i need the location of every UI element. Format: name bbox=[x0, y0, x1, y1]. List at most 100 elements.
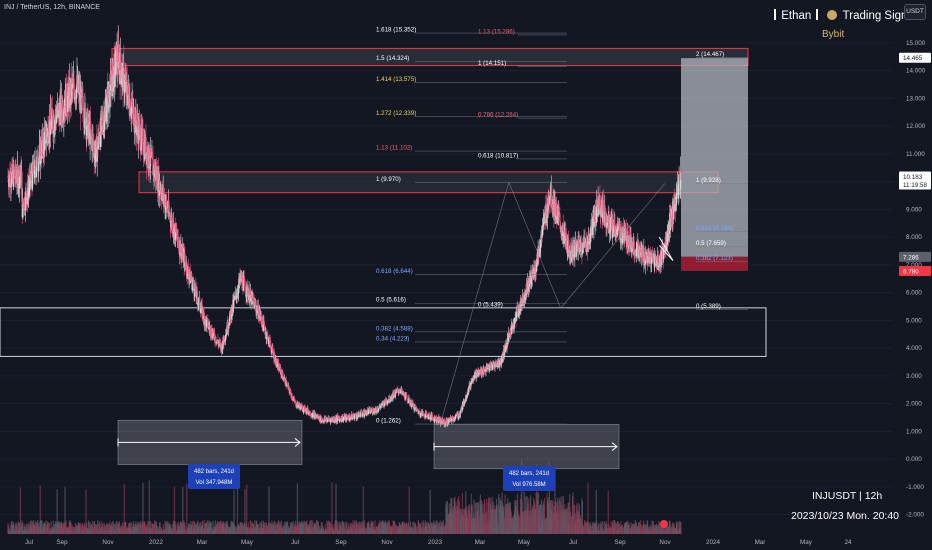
candle-body bbox=[495, 362, 498, 367]
candle-body bbox=[312, 411, 315, 413]
volume-bar bbox=[119, 526, 122, 534]
candle-body bbox=[279, 367, 282, 370]
volume-bar bbox=[302, 521, 304, 534]
volume-bar bbox=[82, 525, 84, 534]
volume-bar bbox=[118, 521, 120, 534]
candle-body bbox=[535, 261, 537, 270]
volume-bar bbox=[362, 486, 365, 534]
candle-body bbox=[667, 232, 669, 235]
candle-body bbox=[72, 81, 74, 89]
target-zone[interactable] bbox=[681, 58, 748, 257]
candle-body bbox=[81, 90, 83, 96]
candle-body bbox=[170, 220, 172, 227]
volume-bar bbox=[168, 523, 170, 534]
candle-body bbox=[56, 115, 58, 123]
candles[interactable] bbox=[7, 25, 682, 428]
candle-body bbox=[408, 398, 411, 404]
candle-body bbox=[593, 211, 596, 218]
volume-bar bbox=[32, 520, 35, 534]
candle-body bbox=[417, 409, 419, 412]
volume-bar bbox=[130, 521, 132, 534]
candle-body bbox=[98, 132, 100, 137]
support-zone-box[interactable] bbox=[0, 307, 767, 357]
candle-body bbox=[53, 118, 55, 132]
volume-bar bbox=[395, 524, 397, 534]
candle-body bbox=[625, 244, 628, 245]
volume-bar bbox=[64, 486, 66, 534]
candle-body bbox=[220, 344, 223, 348]
candle-body bbox=[471, 378, 473, 382]
volume-bar bbox=[244, 488, 246, 534]
candle-body bbox=[188, 273, 190, 280]
candle-body bbox=[678, 175, 681, 182]
candle-body bbox=[453, 419, 456, 421]
candle-body bbox=[295, 401, 297, 407]
candle-body bbox=[168, 211, 171, 217]
volume-bar bbox=[479, 494, 481, 534]
candle-body bbox=[556, 216, 558, 224]
candle-body bbox=[676, 192, 678, 194]
candle-body bbox=[377, 410, 380, 412]
candle-body bbox=[610, 221, 612, 229]
candle-body bbox=[677, 186, 680, 199]
candle-body bbox=[670, 216, 673, 221]
candle-body bbox=[583, 237, 585, 247]
stop-zone[interactable] bbox=[681, 256, 748, 271]
candle-body bbox=[399, 390, 402, 393]
candle-body bbox=[427, 417, 430, 419]
candle-body bbox=[149, 166, 151, 169]
candle-body bbox=[237, 293, 239, 294]
candle-body bbox=[647, 256, 649, 263]
candle-body bbox=[417, 412, 420, 414]
candle-body bbox=[284, 377, 286, 384]
candle-body bbox=[117, 44, 120, 53]
candle-body bbox=[498, 359, 500, 366]
volume-bar bbox=[123, 483, 125, 534]
candle-body bbox=[82, 95, 84, 110]
volume-bar bbox=[73, 526, 75, 534]
candle-body bbox=[617, 222, 620, 227]
candle-body bbox=[588, 238, 591, 245]
candle-body bbox=[9, 174, 12, 188]
candle-body bbox=[466, 393, 469, 395]
candle-body bbox=[526, 284, 528, 291]
candle-body bbox=[452, 417, 454, 421]
candle-body bbox=[619, 238, 622, 240]
resistance-zone-upper[interactable] bbox=[111, 47, 749, 67]
candle-body bbox=[194, 287, 196, 297]
volume-bar bbox=[52, 520, 54, 534]
candle-body bbox=[262, 316, 264, 324]
candle-body bbox=[442, 421, 445, 423]
candle-body bbox=[188, 275, 191, 277]
candle-body bbox=[30, 180, 32, 185]
candle-body bbox=[365, 410, 367, 412]
candle-body bbox=[121, 68, 124, 81]
candle-body bbox=[28, 188, 31, 189]
candle-body bbox=[563, 231, 566, 234]
candle-body bbox=[364, 410, 367, 415]
candle-body bbox=[15, 164, 17, 177]
candle-body bbox=[47, 128, 49, 137]
candle-body bbox=[464, 400, 466, 403]
volume-bar bbox=[481, 501, 483, 534]
candle-body bbox=[511, 323, 513, 327]
candle-body bbox=[289, 391, 291, 394]
candle-body bbox=[100, 113, 103, 131]
candle-body bbox=[642, 250, 644, 262]
candle-body bbox=[295, 406, 298, 408]
candle-body bbox=[120, 70, 122, 85]
candle-body bbox=[612, 219, 614, 238]
candle-body bbox=[222, 337, 224, 346]
candle-body bbox=[483, 368, 485, 372]
candle-body bbox=[565, 236, 568, 250]
candle-body bbox=[401, 389, 403, 393]
candle-body bbox=[679, 181, 681, 190]
volume-bar bbox=[278, 520, 280, 534]
volume-bar bbox=[431, 522, 433, 534]
candle-body bbox=[354, 415, 356, 417]
candle-body bbox=[209, 326, 212, 335]
candle-body bbox=[10, 183, 13, 186]
candle-body bbox=[298, 403, 301, 407]
candle-body bbox=[383, 401, 386, 407]
